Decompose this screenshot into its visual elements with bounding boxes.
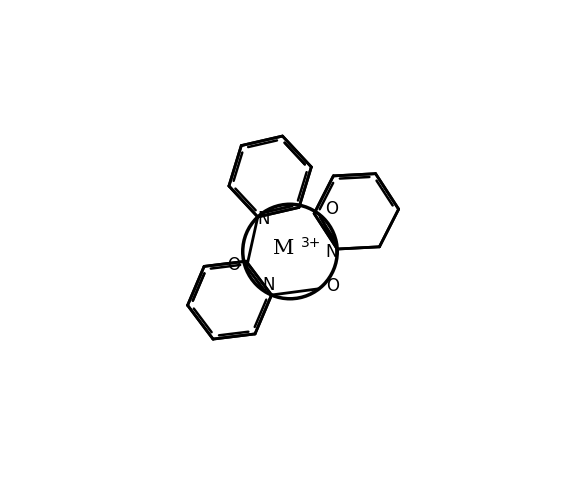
Text: O: O xyxy=(327,277,339,295)
Text: O: O xyxy=(227,256,240,274)
Text: N: N xyxy=(258,210,270,228)
Text: O: O xyxy=(325,200,338,218)
Text: N: N xyxy=(325,242,338,261)
Text: N: N xyxy=(263,276,276,294)
Text: M: M xyxy=(273,239,295,258)
Text: 3+: 3+ xyxy=(300,235,321,249)
